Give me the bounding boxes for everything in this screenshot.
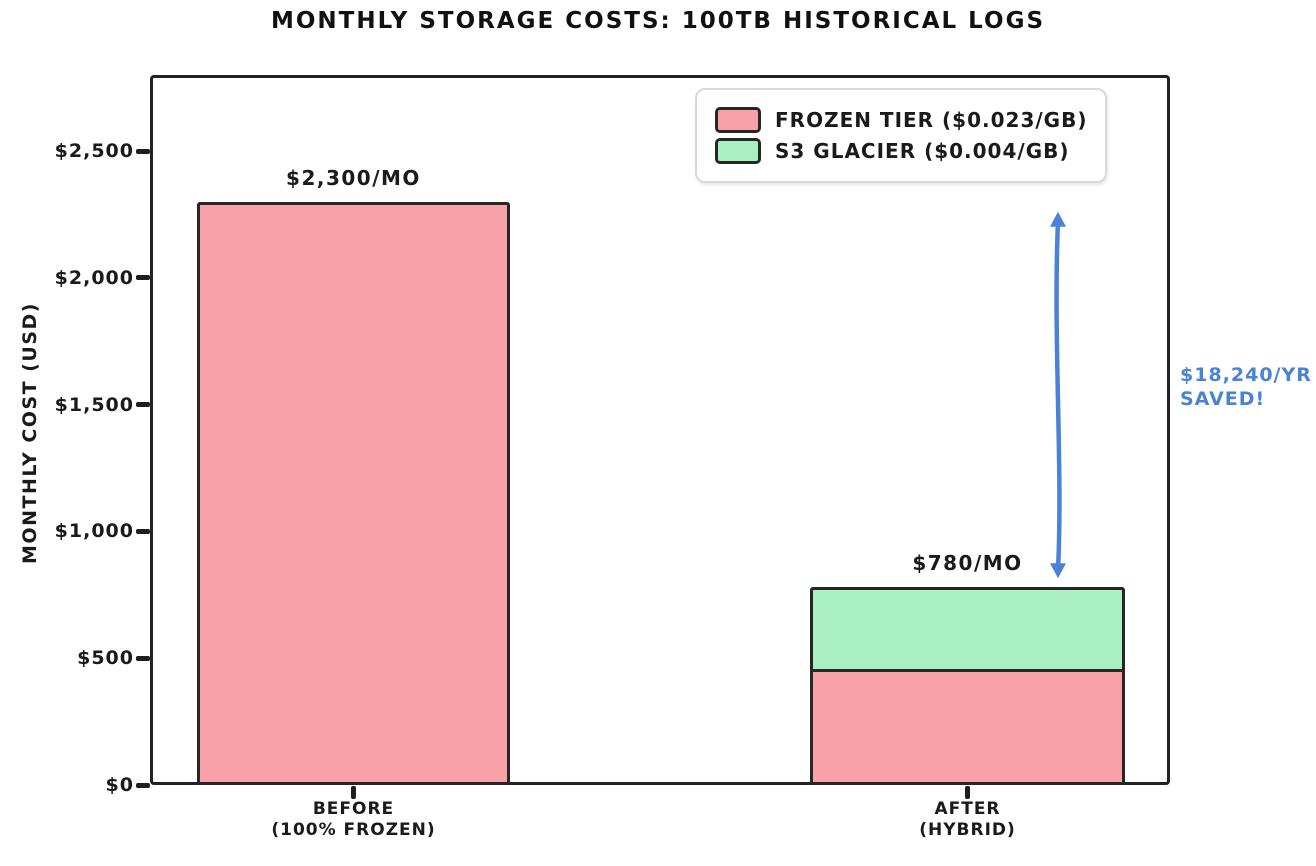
x-tick-label-line2: (100% FROZEN) (271, 820, 436, 840)
y-tick-mark (136, 148, 150, 154)
savings-annotation-line1: $18,240/YR (1180, 364, 1312, 386)
legend-swatch-icon (715, 138, 761, 164)
y-tick-label: $2,500 (54, 140, 134, 163)
x-tick-label-line1: AFTER (934, 799, 1001, 819)
x-tick-label-line2: (HYBRID) (919, 820, 1016, 840)
savings-annotation-line2: SAVED! (1180, 388, 1266, 410)
legend-label: FROZEN TIER ($0.023/GB) (775, 108, 1088, 132)
y-tick-label: $1,000 (54, 520, 134, 543)
y-tick-label: $0 (105, 774, 134, 796)
plot-area (150, 75, 1170, 785)
bar-segment-frozen-tier (197, 201, 510, 785)
x-tick-mark (351, 786, 356, 799)
y-tick-label: $2,000 (54, 266, 134, 289)
bar-value-label: $780/MO (912, 551, 1023, 576)
chart-title: MONTHLY STORAGE COSTS: 100TB HISTORICAL … (270, 8, 1046, 34)
x-tick-label: BEFORE (100% FROZEN) (194, 799, 514, 841)
bar-segment-s3-glacier (810, 587, 1125, 673)
y-tick-mark (136, 275, 150, 281)
y-tick-label: $1,500 (54, 393, 134, 416)
bar-segment-frozen-tier (810, 668, 1125, 785)
x-tick-mark (965, 786, 970, 799)
y-tick-mark (136, 782, 150, 788)
x-tick-label: AFTER (HYBRID) (808, 799, 1128, 841)
x-tick-label-line1: BEFORE (312, 799, 395, 819)
y-tick-mark (136, 655, 150, 661)
y-tick-mark (136, 402, 150, 408)
y-tick-label: $500 (77, 647, 134, 670)
legend: FROZEN TIER ($0.023/GB) S3 GLACIER ($0.00… (695, 88, 1108, 183)
legend-swatch-icon (715, 107, 761, 133)
y-tick-mark (136, 528, 150, 534)
legend-item: S3 GLACIER ($0.004/GB) (715, 138, 1087, 164)
legend-label: S3 GLACIER ($0.004/GB) (775, 139, 1070, 163)
legend-item: FROZEN TIER ($0.023/GB) (715, 107, 1087, 133)
bar-value-label: $2,300/MO (286, 165, 421, 190)
